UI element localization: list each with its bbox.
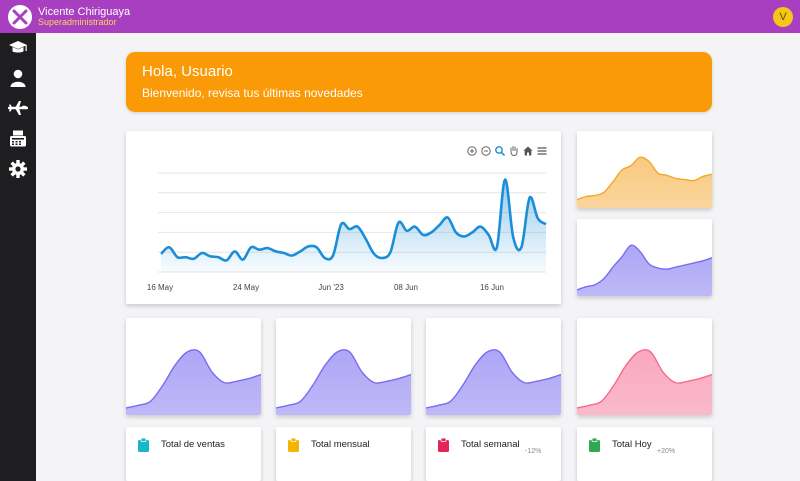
sparkline-line: [126, 349, 261, 409]
series-line: [160, 178, 547, 262]
menu-icon[interactable]: [536, 145, 547, 156]
stat-label: Total semanal: [461, 439, 520, 450]
top-bar: Vicente Chiriguaya Superadministrador V: [0, 0, 800, 33]
sparkline-card-orange: [577, 131, 712, 208]
banner-title: Hola, Usuario: [142, 63, 233, 80]
x-tick-label: 24 May: [232, 283, 260, 292]
fax-icon[interactable]: [7, 127, 29, 149]
avatar[interactable]: V: [773, 7, 793, 27]
sparkline-area: [126, 349, 261, 415]
area-fill: [161, 179, 546, 272]
user-name: Vicente Chiriguaya: [38, 6, 131, 18]
sparkline-line: [577, 156, 712, 201]
welcome-banner: Hola, Usuario Bienvenido, revisa tus últ…: [126, 52, 712, 112]
sparkline-chart: [577, 349, 712, 415]
x-tick-label: Jun '23: [318, 283, 344, 292]
area-chart: [158, 172, 547, 273]
sparkline-card: [426, 318, 561, 415]
sparkline-area: [577, 157, 712, 208]
pan-hand-icon[interactable]: [508, 145, 519, 156]
stat-label: Total mensual: [311, 439, 370, 450]
zoom-in-icon[interactable]: [466, 145, 477, 156]
sparkline-chart: [577, 244, 712, 296]
x-tick-label: 16 Jun: [479, 283, 505, 292]
stat-card-mensual[interactable]: Total mensual: [276, 427, 411, 481]
sparkline-chart: [126, 349, 261, 415]
clipboard-icon: [438, 438, 449, 452]
graduation-cap-icon[interactable]: [7, 37, 29, 59]
sparkline-chart: [276, 349, 411, 415]
zoom-out-icon[interactable]: [480, 145, 491, 156]
sparkline-card-purple: [577, 219, 712, 296]
sparkline-area: [577, 245, 712, 296]
zoom-selection-icon[interactable]: [494, 145, 505, 156]
sparkline-line: [577, 244, 712, 291]
user-icon[interactable]: [7, 67, 29, 89]
clipboard-icon: [589, 438, 600, 452]
stat-label: Total de ventas: [161, 439, 225, 450]
clipboard-icon: [138, 438, 149, 452]
sparkline-area: [577, 349, 712, 415]
clipboard-icon: [288, 438, 299, 452]
sparkline-line: [426, 349, 561, 409]
sparkline-card: [276, 318, 411, 415]
sparkline-area: [426, 349, 561, 415]
airplane-icon[interactable]: [7, 97, 29, 119]
sparkline-card: [577, 318, 712, 415]
x-tick-label: 16 May: [146, 283, 174, 292]
gear-icon[interactable]: [7, 158, 29, 180]
logo-icon[interactable]: [8, 5, 32, 29]
stat-percent: +20%: [657, 448, 676, 455]
stat-label: Total Hoy: [612, 439, 652, 450]
stat-card-semanal[interactable]: Total semanal -12%: [426, 427, 561, 481]
chart-toolbar: [466, 145, 547, 156]
sparkline-area: [276, 349, 411, 415]
home-icon[interactable]: [522, 145, 533, 156]
stat-card-ventas[interactable]: Total de ventas: [126, 427, 261, 481]
sparkline-line: [276, 349, 411, 409]
sparkline-card: [126, 318, 261, 415]
sparkline-chart: [577, 156, 712, 208]
sparkline-line: [577, 349, 712, 409]
stat-percent: -12%: [525, 448, 542, 455]
user-role: Superadministrador: [38, 17, 117, 27]
stat-card-hoy[interactable]: Total Hoy +20%: [577, 427, 712, 481]
sidebar: [0, 33, 36, 481]
main-chart-card: [126, 131, 561, 304]
sparkline-chart: [426, 349, 561, 415]
x-tick-label: 08 Jun: [393, 283, 419, 292]
banner-subtitle: Bienvenido, revisa tus últimas novedades: [142, 86, 363, 100]
